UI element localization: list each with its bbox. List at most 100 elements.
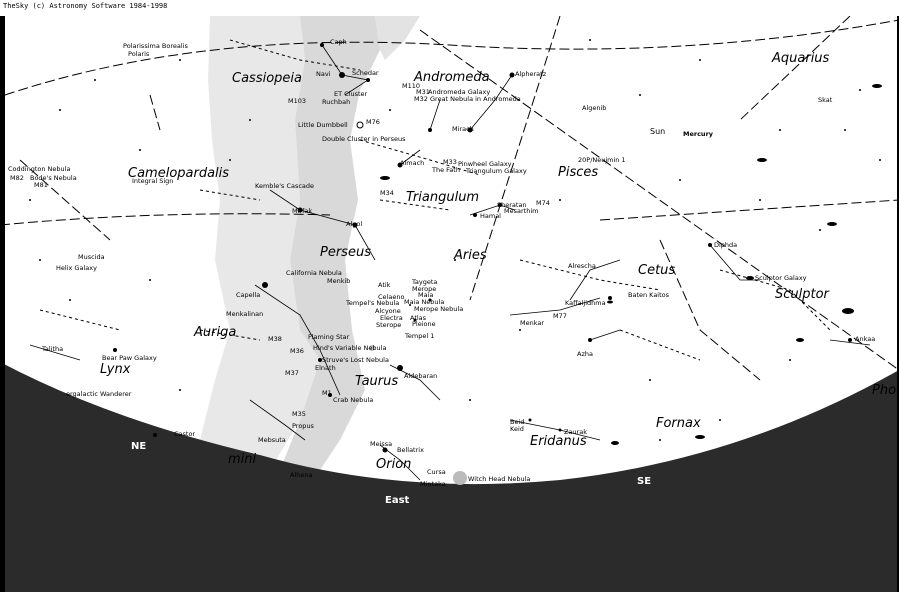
label-little-dumbbell: Little Dumbbell bbox=[298, 121, 348, 129]
label-capella: Capella bbox=[236, 291, 260, 299]
label-kaffaljidhma: Kaffaljidhma bbox=[565, 299, 606, 307]
label-eridanus: Eridanus bbox=[530, 434, 587, 449]
label-taurus: Taurus bbox=[355, 374, 398, 389]
label-diphda: Diphda bbox=[714, 241, 737, 249]
label-orion: Orion bbox=[376, 457, 411, 472]
star-field bbox=[29, 39, 881, 453]
window-right-border bbox=[897, 16, 899, 592]
label-aquarius: Aquarius bbox=[771, 51, 830, 66]
label-m81: M81 bbox=[34, 181, 48, 189]
label-elnath: Elnath bbox=[315, 364, 336, 372]
label-sculptor: Sculptor bbox=[775, 287, 831, 302]
label-algol: Algol bbox=[346, 220, 362, 228]
label-cursa: Cursa bbox=[427, 468, 446, 476]
label-electra: Electra bbox=[380, 314, 403, 322]
label-mirfak: Mirfak bbox=[292, 207, 312, 215]
window-left-border bbox=[0, 16, 5, 592]
label-azha: Azha bbox=[577, 350, 593, 358]
label-alrescha: Alrescha bbox=[568, 262, 596, 270]
label-hamal: Hamal bbox=[480, 212, 501, 220]
label-m110: M110 bbox=[402, 82, 420, 90]
label-et-cluster: ET Cluster bbox=[334, 90, 368, 98]
label-m35: M35 bbox=[292, 410, 306, 418]
label-propus: Propus bbox=[292, 422, 315, 430]
milky-way-core bbox=[280, 16, 380, 470]
label-celaeno: Celaeno bbox=[378, 293, 404, 301]
label-galactic-wanderer: ergalactic Wanderer bbox=[66, 390, 132, 398]
label-phoenix: Pho bbox=[872, 383, 896, 398]
label-algenib: Algenib bbox=[582, 104, 606, 112]
label-tempel1: Tempel 1 bbox=[404, 332, 434, 340]
label-m76: M76 bbox=[366, 118, 380, 126]
label-struves: Struve's Lost Nebula bbox=[322, 356, 389, 364]
label-kembles: Kemble's Cascade bbox=[255, 182, 314, 190]
label-menkar: Menkar bbox=[520, 319, 544, 327]
label-coddington: Coddington Nebula bbox=[8, 165, 70, 173]
label-m34: M34 bbox=[380, 189, 394, 197]
label-cetus: Cetus bbox=[638, 263, 675, 278]
label-aldebaran: Aldebaran bbox=[404, 372, 437, 380]
label-atik: Atik bbox=[378, 281, 391, 289]
label-m103: M103 bbox=[288, 97, 306, 105]
label-keid: Keid bbox=[510, 425, 524, 433]
label-great-nebula: Great Nebula in Andromeda bbox=[430, 95, 521, 103]
label-fornax: Fornax bbox=[656, 416, 701, 431]
label-california: California Nebula bbox=[286, 269, 342, 277]
label-hinds: Hind's Variable Nebula bbox=[313, 344, 386, 352]
label-alpheratz: Alpheratz bbox=[515, 70, 547, 78]
label-comet: 20P/Neujmin 1 bbox=[578, 156, 626, 164]
hinds-marker bbox=[369, 345, 375, 351]
milky-way-wisp bbox=[375, 16, 420, 60]
label-perseus: Perseus bbox=[320, 245, 371, 260]
label-m1: M1 bbox=[322, 389, 332, 397]
sky-chart-svg[interactable]: Cassiopeia Andromeda Aquarius Camelopard… bbox=[0, 16, 899, 592]
label-m74: M74 bbox=[536, 199, 550, 207]
constellation-boundaries bbox=[39, 39, 831, 361]
label-m38: M38 bbox=[268, 335, 282, 343]
label-baten-kaitos: Baten Kaitos bbox=[628, 291, 670, 299]
constellation-lines bbox=[29, 44, 871, 481]
label-taygeta: Taygeta bbox=[411, 278, 437, 286]
label-m77: M77 bbox=[553, 312, 567, 320]
label-atlas: Atlas bbox=[410, 314, 427, 322]
label-polarissima: Polarissima Borealis bbox=[123, 42, 188, 50]
label-bear-paw: Bear Paw Galaxy bbox=[102, 354, 157, 362]
label-cassiopeia: Cassiopeia bbox=[232, 71, 302, 86]
label-double-cluster: Double Cluster in Perseus bbox=[322, 135, 406, 143]
label-alcyone: Alcyone bbox=[375, 307, 401, 315]
label-beid: Beid bbox=[510, 418, 524, 426]
label-polaris: Polaris bbox=[128, 50, 150, 58]
label-muscida: Muscida bbox=[78, 253, 105, 261]
label-gemini: mini bbox=[228, 452, 257, 467]
label-aries: Aries bbox=[453, 248, 487, 263]
label-triangulum: Triangulum bbox=[406, 190, 479, 205]
label-integral-sign: Integral Sign bbox=[132, 177, 173, 185]
label-pinwheel: Pinwheel Galaxy bbox=[458, 160, 512, 168]
label-crab: Crab Nebula bbox=[333, 396, 373, 404]
label-andromeda-galaxy: Andromeda Galaxy bbox=[428, 88, 490, 96]
compass-ne: NE bbox=[131, 441, 146, 452]
label-m37: M37 bbox=[285, 369, 299, 377]
coordinate-grid bbox=[0, 16, 899, 381]
label-mercury: Mercury bbox=[683, 130, 714, 138]
label-mesarthim: Mesarthim bbox=[504, 207, 538, 215]
label-m32: M32 bbox=[414, 95, 428, 103]
witch-head-nebula-marker bbox=[453, 471, 467, 485]
sky-chart[interactable]: Cassiopeia Andromeda Aquarius Camelopard… bbox=[0, 16, 899, 592]
label-sterope: Sterope bbox=[376, 321, 401, 329]
label-mebsuta: Mebsuta bbox=[258, 436, 286, 444]
label-m31: M31 bbox=[416, 88, 430, 96]
label-triangulum-galaxy: Triangulum Galaxy bbox=[465, 167, 527, 175]
label-camelopardalis: Camelopardalis bbox=[128, 166, 229, 181]
label-talitha: Talitha bbox=[41, 345, 63, 353]
label-m33: M33 bbox=[443, 158, 457, 166]
label-maia-nebula: Maia Nebula bbox=[404, 298, 444, 306]
label-navi: Navi bbox=[316, 70, 331, 78]
label-tempels-nebula: Tempel's Nebula bbox=[345, 299, 399, 307]
label-mirach: Mirach bbox=[452, 125, 474, 133]
label-alhena: Alhena bbox=[290, 471, 312, 479]
label-flaming-star: Flaming Star bbox=[308, 333, 350, 341]
label-merope: Merope bbox=[412, 285, 436, 293]
label-mintaka: Mintaka bbox=[420, 480, 446, 488]
